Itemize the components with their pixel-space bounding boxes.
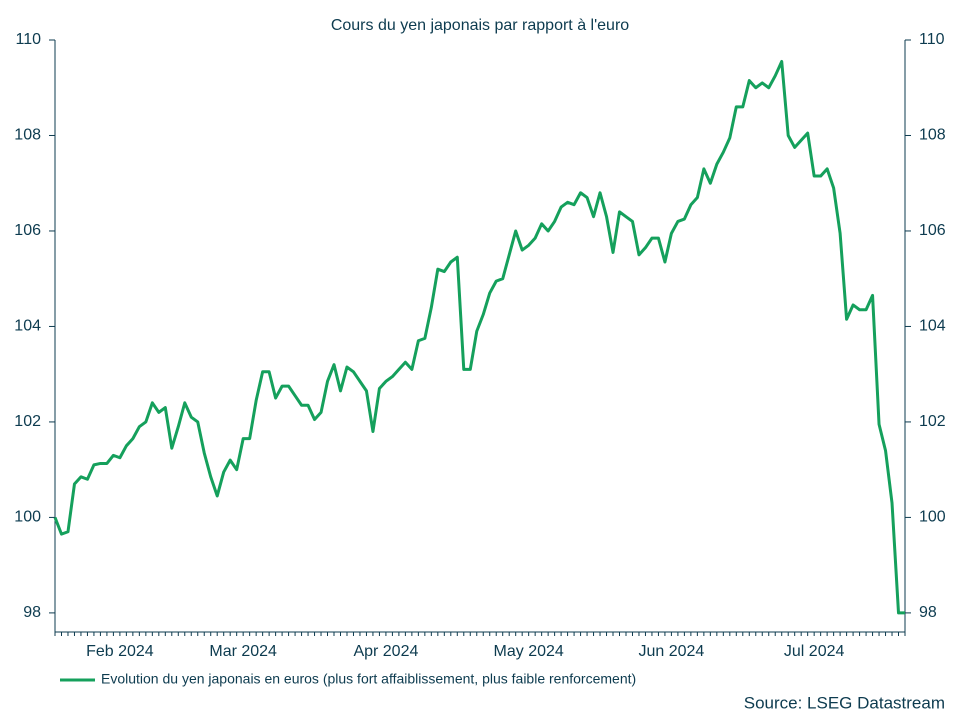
x-tick-label: Mar 2024	[209, 643, 277, 660]
y2-tick-label: 100	[919, 509, 946, 526]
series-line	[53, 59, 905, 615]
y-tick-label: 106	[14, 222, 41, 239]
y2-tick-label: 102	[919, 413, 946, 430]
y-tick-label: 104	[14, 318, 41, 335]
y2-tick-label: 108	[919, 127, 946, 144]
y-tick-label: 102	[14, 413, 41, 430]
chart-title: Cours du yen japonais par rapport à l'eu…	[331, 17, 629, 34]
y-tick-label: 110	[15, 31, 41, 48]
y-tick-label: 108	[14, 127, 41, 144]
legend-label: Evolution du yen japonais en euros (plus…	[101, 671, 636, 687]
y2-tick-label: 104	[919, 318, 946, 335]
y-tick-label: 100	[14, 509, 41, 526]
y2-tick-label: 106	[919, 222, 946, 239]
x-tick-label: May 2024	[494, 643, 564, 660]
x-tick-label: Jun 2024	[638, 643, 704, 660]
y-tick-label: 98	[23, 604, 41, 621]
x-tick-label: Feb 2024	[86, 643, 154, 660]
source: Source: LSEG Datastream	[744, 693, 945, 712]
x-tick-label: Jul 2024	[784, 643, 845, 660]
y2-tick-label: 110	[919, 31, 945, 48]
x-tick-label: Apr 2024	[353, 643, 418, 660]
y2-tick-label: 98	[919, 604, 937, 621]
